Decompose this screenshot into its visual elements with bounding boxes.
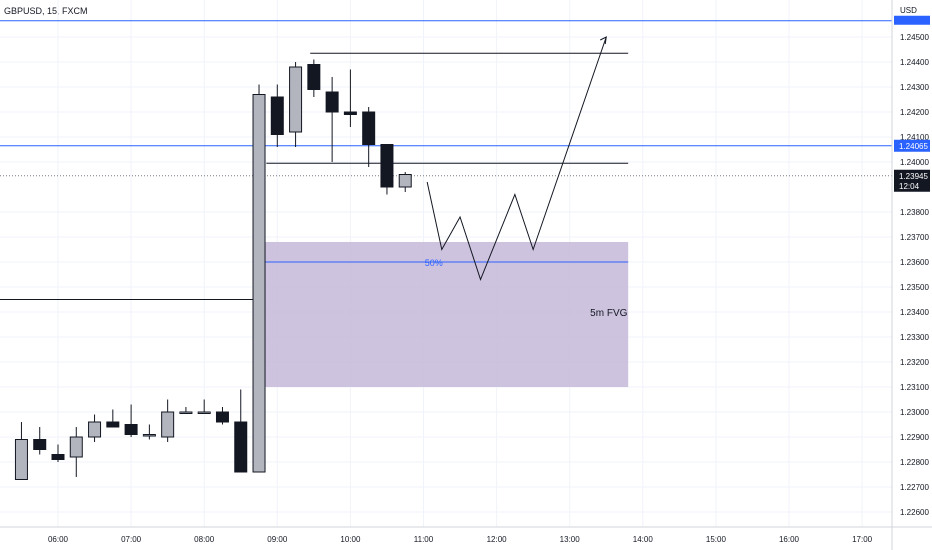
price-tick-label: 1.24500 (900, 33, 929, 42)
time-tick-label: 08:00 (194, 535, 215, 544)
candle-body (88, 421, 102, 438)
price-tick-label: 1.23400 (900, 308, 929, 317)
projection-layer (426, 36, 607, 281)
candle-body (252, 94, 266, 473)
time-tick-label: 06:00 (48, 535, 69, 544)
price-badge (894, 139, 930, 152)
price-tick-label: 1.24100 (900, 133, 929, 142)
price-tick-label: 1.23300 (900, 333, 929, 342)
candle-body (343, 111, 357, 115)
candle-body (69, 436, 83, 458)
fifty-label: 50% (425, 258, 443, 268)
candle-body (289, 66, 303, 133)
candle-body (14, 439, 28, 480)
price-tick-label: 1.24300 (900, 83, 929, 92)
candles (14, 59, 412, 480)
price-badge-sublabel: 12:04 (899, 182, 920, 191)
candle-body (380, 144, 394, 188)
candle-body (142, 434, 156, 437)
time-tick-label: 14:00 (633, 535, 654, 544)
candle-body (161, 411, 175, 438)
price-tick-label: 1.22800 (900, 458, 929, 467)
price-tick-label: 1.23000 (900, 408, 929, 417)
price-tick-label: 1.22600 (900, 508, 929, 517)
candle-body (197, 411, 211, 414)
price-tick-label: 1.24200 (900, 108, 929, 117)
price-badge (894, 169, 930, 192)
price-tick-label: 1.23200 (900, 358, 929, 367)
time-tick-label: 09:00 (267, 535, 288, 544)
price-tick-label: 1.22900 (900, 433, 929, 442)
candle-body (215, 411, 229, 423)
projection-path (426, 36, 607, 281)
candle-body (362, 111, 376, 145)
time-tick-label: 13:00 (560, 535, 581, 544)
candle-body (234, 421, 248, 473)
price-tick-label: 1.24400 (900, 58, 929, 67)
price-badge-label: 1.24065 (899, 142, 928, 151)
candle-body (179, 411, 193, 414)
price-tick-label: 1.23600 (900, 258, 929, 267)
candle-body (307, 64, 321, 90)
price-badge-label: 1.23945 (899, 172, 928, 181)
candle-body (325, 91, 339, 113)
time-tick-label: 12:00 (487, 535, 508, 544)
time-tick-label: 16:00 (779, 535, 800, 544)
price-tick-label: 1.23800 (900, 208, 929, 217)
price-tick-label: 1.24000 (900, 158, 929, 167)
time-tick-label: 15:00 (706, 535, 727, 544)
level-lines (0, 20, 892, 300)
price-tick-label: 1.23700 (900, 233, 929, 242)
time-tick-label: 11:00 (414, 535, 434, 544)
chart-title: GBPUSD, 15, FXCM (4, 6, 88, 16)
candle-body (270, 96, 284, 135)
projection-arrowhead (600, 36, 607, 45)
candle-body (106, 421, 120, 428)
fvg-zone (255, 242, 629, 387)
candle-body (124, 424, 138, 435)
candle-body (33, 439, 47, 450)
candle-body (51, 454, 65, 460)
price-tick-label: 1.22700 (900, 483, 929, 492)
top-line-badge (894, 15, 930, 25)
time-tick-label: 17:00 (852, 535, 873, 544)
time-tick-label: 10:00 (340, 535, 361, 544)
time-tick-label: 07:00 (121, 535, 142, 544)
currency-label: USD (900, 6, 917, 15)
price-tick-label: 1.23100 (900, 383, 929, 392)
fvg-label: 5m FVG (590, 308, 627, 319)
candle-body (398, 174, 412, 188)
price-tick-label: 1.23500 (900, 283, 929, 292)
fvg-zone-layer: 5m FVG 50% (255, 242, 629, 387)
